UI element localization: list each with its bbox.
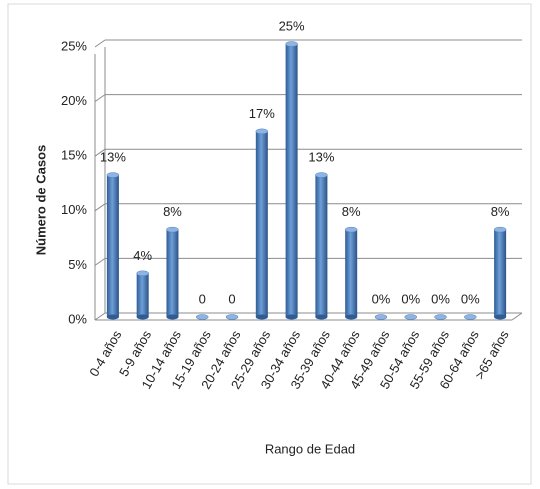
y-tick-label: 5% [68, 257, 87, 272]
data-label: 8% [342, 204, 361, 219]
bar-cap [464, 314, 477, 320]
bar-base [166, 314, 179, 320]
bar-base [345, 314, 358, 320]
data-label: 25% [279, 18, 305, 33]
bar [494, 229, 507, 317]
chart-frame [7, 3, 532, 485]
bar-cap [493, 226, 507, 233]
bar-cap [225, 314, 239, 320]
bar [285, 44, 298, 317]
bar-cap [344, 226, 358, 233]
data-label: 0 [199, 291, 206, 306]
grid-line-depth [94, 257, 106, 266]
bar-base [494, 314, 507, 320]
grid-line-depth [94, 312, 106, 321]
bar-cap [374, 314, 388, 320]
bar-cap [196, 314, 209, 320]
bar-base [285, 314, 298, 320]
bar [315, 175, 328, 317]
bar [166, 229, 179, 317]
bar-base [315, 314, 328, 320]
bar [106, 175, 119, 317]
grid-line-depth [94, 39, 106, 48]
bar-base [106, 314, 119, 320]
bar-cap [166, 226, 179, 233]
data-label: 0% [401, 291, 420, 306]
bar-base [255, 314, 268, 320]
data-label: 13% [100, 149, 126, 164]
grid-line-depth [94, 203, 106, 212]
y-tick-label: 25% [61, 38, 87, 53]
bar-cap [315, 172, 328, 178]
data-label: 0 [228, 291, 235, 306]
bar-cap [285, 41, 298, 47]
bar-cap [404, 314, 417, 320]
y-tick-label: 10% [61, 202, 87, 217]
y-tick-label: 0% [68, 311, 87, 326]
bar-base [136, 314, 149, 320]
bar [345, 229, 358, 317]
bar-cap [255, 128, 269, 135]
data-label: 0% [431, 291, 450, 306]
data-label: 8% [163, 204, 182, 219]
data-label: 0% [372, 291, 391, 306]
data-label: 0% [461, 291, 480, 306]
x-axis-title: Rango de Edad [265, 441, 355, 456]
data-label: 13% [308, 149, 334, 164]
y-tick-label: 20% [61, 93, 87, 108]
data-label: 8% [491, 204, 510, 219]
bar-cap [434, 314, 447, 320]
grid-line-depth [94, 148, 106, 157]
bar-cap [106, 172, 120, 178]
grid-line-depth [94, 94, 106, 103]
data-label: 17% [249, 106, 275, 121]
y-axis-title: Número de Casos [33, 145, 48, 256]
bar-cap [136, 270, 149, 277]
y-tick-label: 15% [61, 148, 87, 163]
bar [255, 131, 268, 317]
bar [136, 273, 149, 317]
data-label: 4% [133, 248, 152, 263]
floor-side [511, 312, 523, 321]
